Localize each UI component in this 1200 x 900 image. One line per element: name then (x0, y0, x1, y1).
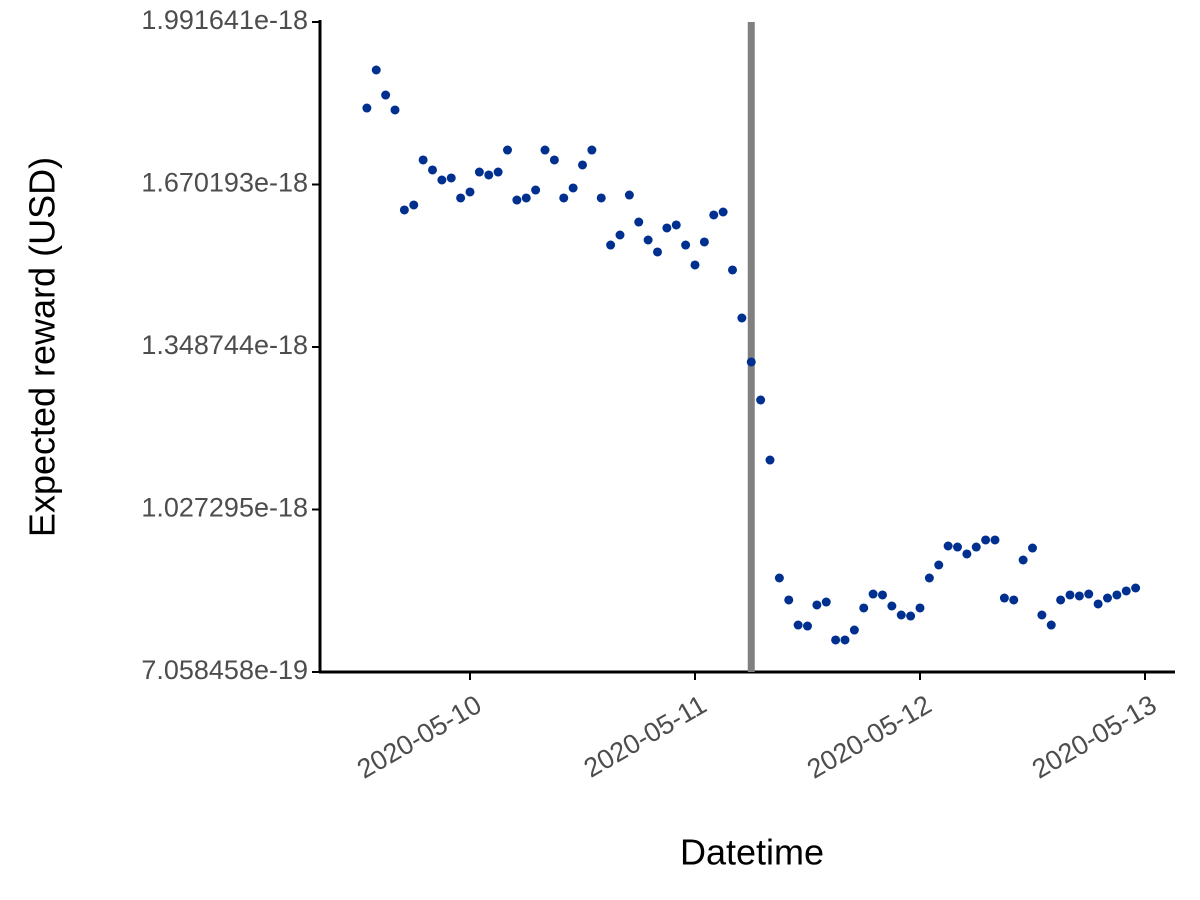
point (1084, 589, 1094, 599)
point (1037, 610, 1047, 620)
point (399, 205, 409, 215)
point (1112, 590, 1122, 600)
point (606, 240, 616, 250)
point (1103, 593, 1112, 603)
point (803, 621, 812, 631)
point (1009, 595, 1019, 605)
point (587, 145, 597, 155)
point (540, 145, 550, 155)
point (409, 200, 419, 210)
point (418, 155, 428, 165)
point (1018, 555, 1028, 565)
point (390, 105, 400, 115)
point (840, 635, 850, 645)
point (962, 549, 972, 559)
point (1056, 595, 1066, 605)
point (878, 590, 887, 600)
x-tick-label: 2020-05-11 (579, 689, 712, 783)
point (1028, 543, 1037, 553)
y-tick-label: 1.027295e-18 (141, 493, 308, 523)
point (981, 535, 991, 545)
y-tick-label: 1.348744e-18 (141, 330, 308, 360)
point (428, 165, 437, 175)
point (756, 395, 766, 405)
point (812, 600, 822, 610)
point (859, 603, 869, 613)
point (362, 103, 372, 113)
point (446, 173, 456, 183)
point (1131, 583, 1141, 593)
point (868, 589, 878, 599)
point (578, 160, 587, 170)
point (1065, 590, 1075, 600)
point (568, 183, 578, 193)
point (653, 247, 662, 257)
point (690, 260, 700, 270)
point (887, 601, 897, 611)
point (484, 170, 494, 180)
point (437, 175, 447, 185)
point (849, 625, 859, 635)
y-tick-label: 1.670193e-18 (141, 168, 308, 198)
point (699, 237, 709, 247)
point (596, 193, 606, 203)
x-tick-label: 2020-05-13 (1027, 689, 1162, 784)
point (521, 193, 531, 203)
point (821, 597, 831, 607)
point (559, 193, 569, 203)
point (531, 185, 541, 195)
x-tick-label: 2020-05-10 (352, 689, 487, 784)
x-tick-label: 2020-05-12 (802, 689, 937, 784)
point (1074, 591, 1084, 601)
point (924, 573, 934, 583)
point (971, 542, 981, 552)
point (943, 541, 953, 551)
point (831, 635, 841, 645)
point (953, 542, 962, 552)
point (456, 193, 466, 203)
point (474, 167, 484, 177)
point (934, 560, 944, 570)
point (765, 455, 775, 465)
point (728, 265, 737, 275)
point (1121, 586, 1131, 596)
point (999, 593, 1009, 603)
point (709, 210, 719, 220)
x-axis-title: Datetime (680, 832, 824, 873)
point (737, 313, 747, 323)
y-tick-label: 7.058458e-19 (141, 655, 308, 685)
y-axis-title: Expected reward (USD) (22, 157, 63, 537)
point (671, 220, 681, 230)
y-tick-label: 1.991641e-18 (141, 5, 308, 35)
point (896, 610, 906, 620)
point (615, 230, 625, 240)
point (793, 620, 803, 630)
point (1046, 620, 1056, 630)
point (549, 155, 559, 165)
point (624, 190, 634, 200)
point (746, 357, 756, 367)
point (1093, 599, 1103, 609)
point (906, 611, 916, 621)
point (784, 595, 794, 605)
point (503, 145, 512, 155)
point (493, 167, 503, 177)
point (718, 207, 728, 217)
point (371, 65, 381, 75)
point (634, 217, 644, 227)
point (643, 235, 653, 245)
point (774, 573, 784, 583)
point (990, 535, 1000, 545)
point (381, 90, 391, 100)
point (662, 223, 672, 233)
point (465, 187, 475, 197)
point (512, 195, 522, 205)
point (681, 240, 691, 250)
point (915, 603, 925, 613)
